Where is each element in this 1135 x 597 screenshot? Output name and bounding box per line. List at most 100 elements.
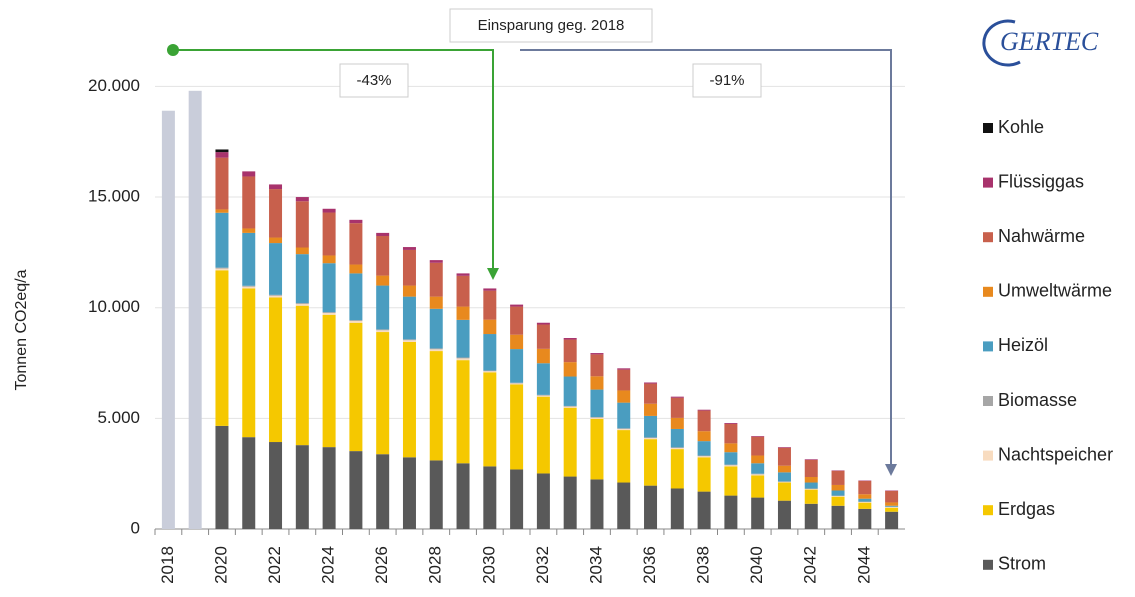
bar-segment	[296, 248, 309, 255]
bar-segment	[323, 213, 336, 256]
bar-segment	[483, 466, 496, 529]
bar-segment	[430, 297, 443, 309]
legend-label: Umweltwärme	[998, 281, 1112, 301]
logo: GERTEC	[1000, 27, 1099, 56]
bar-segment	[242, 176, 255, 228]
bar-segment	[590, 418, 603, 419]
legend-label: Heizöl	[998, 335, 1048, 355]
bar-segment	[269, 295, 282, 296]
bar-segment	[751, 498, 764, 529]
bar-segment	[778, 448, 791, 466]
bar-segment	[564, 362, 577, 376]
bar-segment	[269, 442, 282, 529]
bar-segment	[590, 479, 603, 529]
legend-label: Strom	[998, 554, 1046, 574]
bar-segment	[644, 384, 657, 404]
bar-segment	[269, 243, 282, 295]
bar-segment	[617, 429, 630, 430]
bar-segment	[296, 303, 309, 304]
bar-segment	[510, 383, 523, 384]
bar-segment	[403, 342, 416, 457]
annotation: -43%	[356, 72, 391, 89]
bar-segment	[376, 330, 389, 332]
bar-segment	[457, 307, 470, 320]
bar-segment	[885, 506, 898, 507]
bar-segment	[564, 377, 577, 406]
bar-segment	[323, 263, 336, 312]
legend-swatch	[983, 287, 993, 297]
bar-segment	[644, 416, 657, 437]
bar-segment	[537, 323, 550, 325]
x-tick-label: 2028	[426, 546, 445, 584]
bar-segment	[349, 323, 362, 451]
bar-segment	[671, 398, 684, 418]
y-tick-label: 5.000	[97, 408, 140, 427]
bar-segment	[751, 456, 764, 464]
y-tick-label: 20.000	[88, 76, 140, 95]
bar-segment	[242, 287, 255, 289]
bar-segment	[242, 286, 255, 287]
x-tick-label: 2034	[586, 546, 605, 584]
bar-segment	[724, 466, 737, 495]
bar-segment	[537, 473, 550, 529]
bar-segment	[483, 371, 496, 372]
bar-segment	[323, 312, 336, 313]
bar-segment	[215, 426, 228, 529]
bar-segment	[510, 307, 523, 335]
bar-segment	[296, 201, 309, 247]
bar-segment	[751, 463, 764, 473]
x-tick-label: 2026	[372, 546, 391, 584]
bar-segment	[671, 449, 684, 488]
bar-segment	[510, 469, 523, 529]
bar-segment	[483, 320, 496, 334]
bar-segment	[537, 396, 550, 397]
bar-segment	[457, 273, 470, 275]
legend-swatch	[983, 123, 993, 133]
bar-segment	[671, 448, 684, 449]
bar-segment	[376, 233, 389, 236]
bar-segment	[778, 472, 791, 481]
bar-segment	[242, 171, 255, 176]
bar-segment	[751, 475, 764, 497]
bar-segment	[349, 220, 362, 223]
legend-swatch	[983, 451, 993, 461]
bar-segment	[805, 490, 818, 504]
bar-segment	[617, 370, 630, 391]
bar-segment	[215, 270, 228, 426]
bar-segment	[296, 445, 309, 529]
bar-segment	[376, 276, 389, 286]
bar-segment	[858, 509, 871, 529]
bar-segment	[564, 408, 577, 477]
x-tick-label: 2030	[479, 546, 498, 584]
bar-segment	[215, 152, 228, 158]
bar-segment	[590, 376, 603, 389]
bar-segment	[215, 158, 228, 210]
bar-segment	[323, 447, 336, 529]
bar-segment	[724, 452, 737, 464]
legend-swatch	[983, 560, 993, 570]
bar-segment	[349, 321, 362, 323]
bar-segment	[189, 91, 202, 529]
bar-segment	[885, 512, 898, 529]
bar-segment	[698, 456, 711, 457]
bar-segment	[376, 236, 389, 276]
bar-segment	[751, 474, 764, 475]
bar-segment	[885, 502, 898, 505]
legend-label: Nahwärme	[998, 226, 1085, 246]
bar-segment	[751, 436, 764, 437]
bar-segment	[162, 111, 175, 529]
bar-segment	[430, 348, 443, 349]
bar-segment	[751, 437, 764, 456]
bar-segment	[698, 411, 711, 432]
bar-segment	[269, 238, 282, 244]
bar-segment	[537, 395, 550, 396]
bar-segment	[430, 351, 443, 460]
x-tick-label: 2044	[854, 546, 873, 584]
bar-segment	[376, 329, 389, 330]
bar-segment	[617, 483, 630, 529]
bar-segment	[590, 353, 603, 354]
x-tick-label: 2032	[533, 546, 552, 584]
bar-segment	[805, 504, 818, 529]
